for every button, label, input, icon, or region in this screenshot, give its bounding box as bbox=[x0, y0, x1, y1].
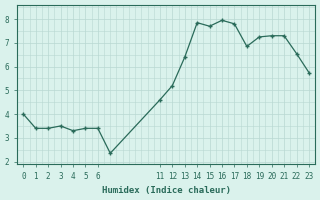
X-axis label: Humidex (Indice chaleur): Humidex (Indice chaleur) bbox=[102, 186, 231, 195]
